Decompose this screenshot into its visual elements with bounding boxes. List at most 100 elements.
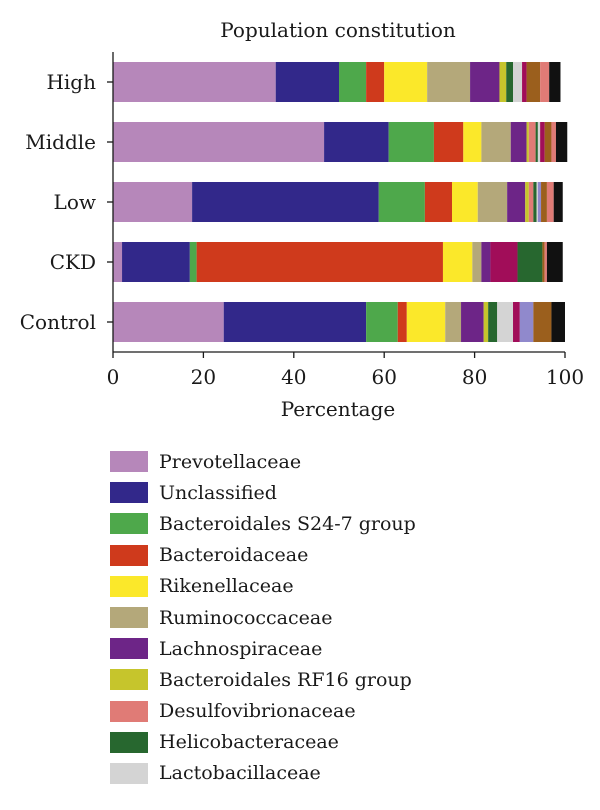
legend-label: Rikenellaceae	[159, 575, 294, 598]
legend-label: Helicobacteraceae	[159, 731, 339, 754]
bar-segment	[442, 242, 473, 282]
bar-segment	[378, 182, 425, 222]
legend-label: Prevotellaceae	[159, 450, 302, 473]
bar-segment	[513, 302, 520, 342]
bar-segment	[526, 122, 529, 162]
legend-item: Bacteroidales S24-7 group	[110, 508, 416, 539]
x-tick-label: 20	[191, 365, 216, 389]
bar-segment	[122, 242, 190, 282]
bar-segment	[537, 122, 541, 162]
bar-segment	[113, 302, 224, 342]
bar-segment	[384, 62, 428, 102]
bar-segment	[452, 182, 478, 222]
legend-swatch	[110, 575, 148, 597]
bar-segment	[551, 122, 556, 162]
x-tick-label: 0	[107, 365, 120, 389]
bar-segment	[555, 122, 568, 162]
bar-segment	[477, 182, 508, 222]
bar-segment	[113, 182, 193, 222]
bar-segment	[540, 122, 545, 162]
legend-item: Lactobacillaceae	[110, 758, 416, 789]
bar-segment	[463, 122, 482, 162]
bar-segment	[546, 182, 554, 222]
legend-label: Bacteroidales RF16 group	[159, 668, 412, 691]
legend-label: Desulfovibrionaceae	[159, 700, 356, 723]
bar-segment	[427, 62, 471, 102]
bar-segment	[196, 242, 443, 282]
legend-swatch	[110, 762, 148, 784]
bar-segment	[549, 62, 561, 102]
bar-segment	[517, 242, 543, 282]
y-tick-label: Middle	[25, 130, 96, 154]
bar-segment	[542, 242, 545, 282]
legend-swatch	[110, 731, 148, 753]
legend-swatch	[110, 700, 148, 722]
chart-title: Population constitution	[220, 18, 456, 42]
bar-segment	[433, 122, 464, 162]
bar-segment	[406, 302, 446, 342]
bar-segment	[113, 242, 123, 282]
bar-segment	[324, 122, 389, 162]
bar-segment	[510, 122, 527, 162]
legend-item: Rikenellaceae	[110, 571, 416, 602]
legend-item: Ruminococcaceae	[110, 602, 416, 633]
bar-segment	[424, 182, 452, 222]
bar-segment	[519, 302, 534, 342]
bar-segment	[551, 302, 565, 342]
y-tick-label: Control	[20, 310, 96, 334]
bar-segment	[536, 182, 538, 222]
y-tick-label: Low	[54, 190, 96, 214]
legend-item: Helicobacteraceae	[110, 727, 416, 758]
bar-segment	[499, 62, 507, 102]
bar-segment	[339, 62, 367, 102]
bar-segment	[490, 242, 518, 282]
bar-segment	[541, 182, 547, 222]
y-axis: High Middle Low CKD Control	[20, 70, 113, 334]
bar-segment	[366, 302, 398, 342]
y-tick-label: High	[46, 70, 96, 94]
legend-swatch	[110, 544, 148, 566]
bar-segment	[388, 122, 434, 162]
bar-segment	[540, 62, 550, 102]
legend-swatch	[110, 638, 148, 660]
x-tick-label: 40	[281, 365, 306, 389]
x-axis: 0 20 40 60 80 100	[107, 352, 584, 389]
x-tick-label: 100	[546, 365, 584, 389]
bar-segment	[537, 182, 542, 222]
bar-segment	[366, 62, 385, 102]
bar-segment	[483, 302, 489, 342]
legend-label: Bacteroidales S24-7 group	[159, 512, 416, 535]
legend-label: Lactobacillaceae	[159, 762, 321, 785]
bar-segment	[472, 242, 482, 282]
bar-segment	[223, 302, 367, 342]
legend: Prevotellaceae Unclassified Bacteroidales …	[110, 446, 416, 789]
stacked-bar-chart: Population constitution High Middle Low CKD…	[20, 18, 584, 421]
x-tick-label: 80	[462, 365, 487, 389]
bar-segment	[113, 62, 276, 102]
legend-swatch	[110, 607, 148, 629]
bar-segment	[507, 182, 526, 222]
bar-segment	[513, 62, 523, 102]
bar-segment	[553, 182, 563, 222]
bar-segment	[192, 182, 379, 222]
legend-item: Prevotellaceae	[110, 446, 416, 477]
legend-swatch	[110, 451, 148, 473]
bar-segment	[544, 122, 552, 162]
legend-swatch	[110, 669, 148, 691]
x-tick-label: 60	[371, 365, 396, 389]
legend-item: Unclassified	[110, 477, 416, 508]
bar-segment	[189, 242, 197, 282]
bar-segment	[506, 62, 514, 102]
legend-label: Unclassified	[159, 481, 277, 504]
bar-segment	[481, 242, 491, 282]
legend-item: Bacteroidaceae	[110, 540, 416, 571]
bar-segment	[275, 62, 339, 102]
legend-label: Lachnospiraceae	[159, 637, 323, 660]
bar-segment	[113, 122, 325, 162]
bar-segment	[546, 242, 563, 282]
bar-segment	[461, 302, 484, 342]
bar-segment	[481, 122, 511, 162]
bar-segment	[526, 62, 541, 102]
y-tick-label: CKD	[50, 250, 96, 274]
bar-segment	[528, 122, 536, 162]
